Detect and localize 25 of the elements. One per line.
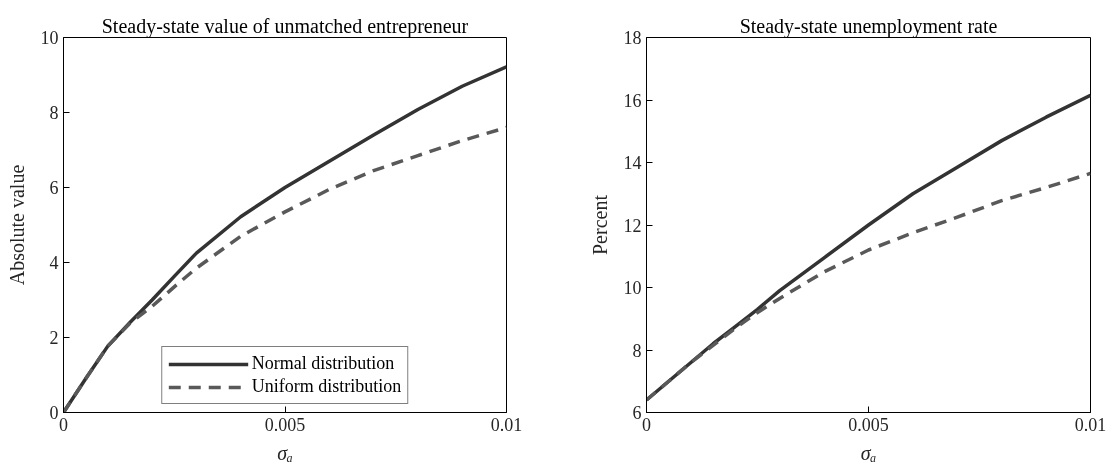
line-series (646, 171, 1091, 402)
y-tick-label: 8 (632, 340, 642, 361)
y-axis-title: Percent (588, 194, 611, 255)
y-tick-label: 18 (623, 28, 642, 48)
x-tick-label: 0.005 (848, 414, 889, 435)
y-tick-label: 2 (49, 328, 59, 348)
y-tick-label: 8 (49, 103, 59, 123)
x-axis-title: σₐ (277, 441, 294, 464)
y-tick-label: 10 (40, 28, 59, 48)
y-tick-label: 4 (49, 253, 59, 273)
x-axis-title: σₐ (860, 441, 877, 464)
x-tick-label: 0.01 (1074, 414, 1107, 435)
legend-label: Uniform distribution (251, 376, 402, 397)
chart-title: Steady-state unemployment rate (739, 14, 998, 38)
x-tick-label: 0.005 (264, 414, 306, 435)
y-tick-label: 12 (623, 215, 642, 236)
y-tick-label: 16 (623, 90, 642, 111)
chart-title: Steady-state value of unmatched entrepreneur (101, 14, 469, 38)
y-tick-label: 6 (49, 178, 59, 198)
legend-label: Normal distribution (251, 353, 395, 374)
y-tick-label: 10 (623, 278, 642, 298)
y-axis-title: Absolute value (5, 164, 28, 286)
x-tick-label: 0.01 (490, 414, 523, 435)
y-tick-label: 6 (632, 403, 642, 423)
y-tick-label: 14 (623, 153, 642, 173)
